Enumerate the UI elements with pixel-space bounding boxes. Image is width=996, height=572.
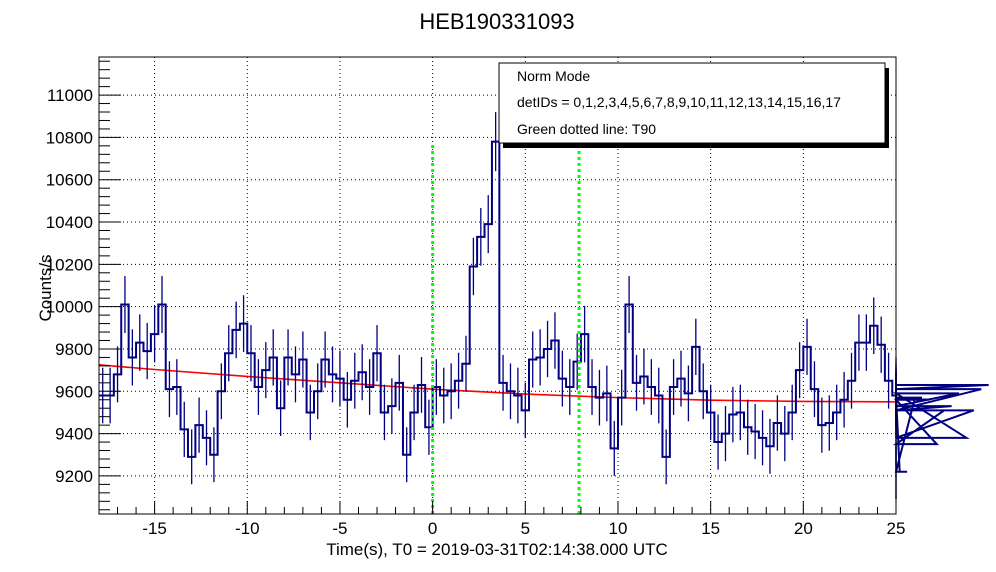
legend-box [498,62,886,144]
y-tick-label: 10400 [46,213,93,232]
y-tick-label: 9400 [55,425,93,444]
background-fit [98,364,897,403]
y-tick-label: 9200 [55,467,93,486]
y-tick-label: 10000 [46,298,93,317]
y-tick-label: 9600 [55,382,93,401]
y-tick-label: 9800 [55,340,93,359]
x-tick-label: 0 [428,519,437,538]
x-tick-label: 5 [521,519,530,538]
x-tick-label: 15 [701,519,720,538]
x-tick-label: -5 [332,519,347,538]
plot-frame [98,56,897,515]
y-tick-label: 10600 [46,171,93,190]
light-curve-steps [99,140,989,473]
axis-ticks: -15 -10 -5 0 5 10 15 20 25 9200 9400 9600 9800 10000 1… [46,60,906,538]
y-tick-label: 10200 [46,255,93,274]
legend: Norm Mode detIDs = 0,1,2,3,4,5,6,7,8,9,1… [498,62,889,148]
y-tick-label: 11000 [47,86,93,105]
x-tick-label: 10 [609,519,628,538]
legend-line-t90: Green dotted line: T90 [517,121,656,137]
x-tick-label: 20 [794,519,813,538]
x-tick-label: -15 [142,519,167,538]
y-axis-label: Counts/s [36,254,55,321]
x-tick-label: -10 [235,519,260,538]
y-tick-label: 10800 [46,128,93,147]
x-axis-label: Time(s), T0 = 2019-03-31T02:14:38.000 UT… [326,540,668,559]
x-tick-label: 25 [887,519,906,538]
legend-line-mode: Norm Mode [517,68,590,84]
chart-title: HEB190331093 [419,9,574,34]
legend-line-detids: detIDs = 0,1,2,3,4,5,6,7,8,9,10,11,12,13… [517,94,841,110]
fit-curve [98,364,897,403]
t90-lines [431,141,581,514]
